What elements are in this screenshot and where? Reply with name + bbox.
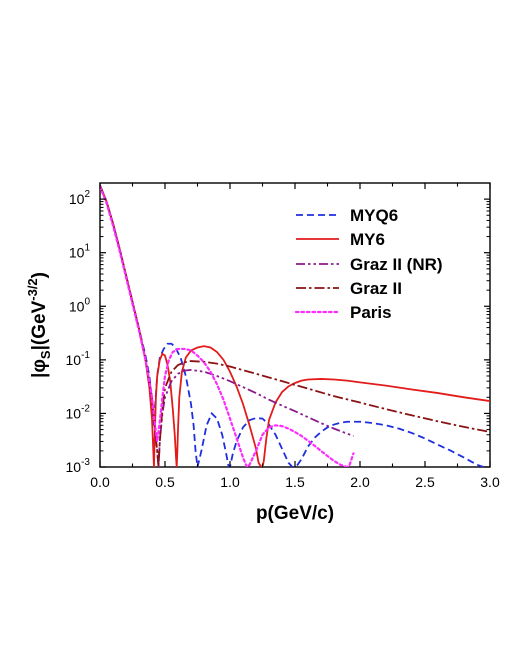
x-tick-label: 3.0 <box>480 474 500 490</box>
x-tick-label: 0.5 <box>155 474 175 490</box>
series-line-graz-ii-nr <box>100 185 354 467</box>
legend-label-graz-ii-nr: Graz II (NR) <box>350 255 443 274</box>
legend-label-graz-ii: Graz II <box>350 279 402 298</box>
y-axis: 10-3 10-2 10-1 100 101 102 <box>66 182 490 475</box>
y-axis-title: |φS|(GeV-3/2) <box>25 272 53 378</box>
y-tick-label: 10-3 <box>66 457 91 475</box>
y-tick-label: 102 <box>69 189 91 207</box>
plot-frame <box>99 182 491 468</box>
y-tick-label: 101 <box>69 243 91 261</box>
y-tick-label: 10-1 <box>66 350 91 368</box>
legend: MYQ6 MY6 Graz II (NR) Graz II Paris <box>294 206 443 322</box>
x-tick-label: 1.5 <box>285 474 305 490</box>
series-line-myq6 <box>100 185 484 467</box>
x-tick-label: 2.0 <box>350 474 370 490</box>
x-tick-label: 2.5 <box>415 474 435 490</box>
x-axis: 0.0 0.5 1.0 1.5 2.0 2.5 3.0 <box>90 183 500 490</box>
series-line-paris <box>100 185 355 467</box>
y-tick-label: 100 <box>69 296 91 314</box>
y-tick-label: 10-2 <box>66 403 91 421</box>
legend-label-my6: MY6 <box>350 230 385 249</box>
series-line-graz-ii <box>100 185 490 467</box>
x-tick-label: 0.0 <box>90 474 110 490</box>
legend-label-myq6: MYQ6 <box>350 206 398 225</box>
series-line-my6 <box>100 185 490 467</box>
legend-label-paris: Paris <box>350 303 392 322</box>
x-tick-label: 1.0 <box>220 474 240 490</box>
x-axis-title: p(GeV/c) <box>256 503 334 524</box>
